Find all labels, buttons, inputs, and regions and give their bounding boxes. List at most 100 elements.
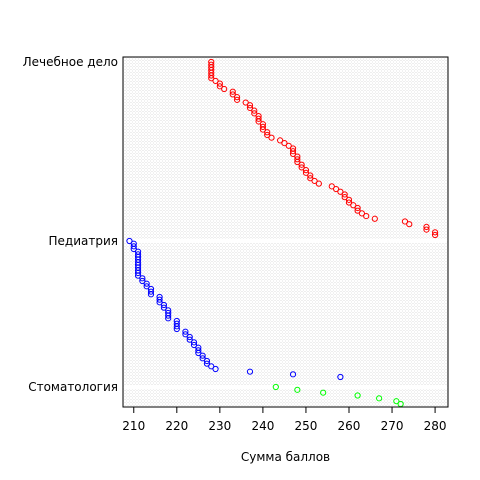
data-point	[165, 312, 172, 319]
x-axis-label: Сумма баллов	[241, 450, 330, 464]
data-point	[406, 221, 413, 228]
data-point	[165, 315, 172, 322]
data-point	[332, 185, 340, 193]
x-axis: 210 220 230 240 250 260 270 280	[122, 407, 447, 433]
data-point	[281, 139, 288, 147]
data-point	[182, 331, 189, 338]
data-point	[307, 175, 314, 182]
data-point	[259, 123, 267, 130]
data-point	[376, 395, 383, 402]
data-point	[126, 237, 133, 245]
data-point	[307, 172, 314, 179]
data-point	[302, 167, 310, 174]
data-point	[341, 191, 348, 198]
group-separators	[124, 239, 447, 389]
background-grid	[123, 57, 448, 407]
data-point	[130, 243, 137, 250]
data-point	[139, 277, 146, 285]
data-point	[173, 325, 180, 333]
data-point	[328, 183, 335, 190]
data-point	[186, 333, 193, 341]
x-tick-label: 210	[122, 419, 145, 433]
data-point	[268, 134, 275, 141]
data-point	[354, 392, 361, 399]
data-point	[298, 161, 305, 168]
data-point	[401, 218, 409, 225]
group-labels: Лечебное дело Педиатрия Стоматология	[23, 55, 118, 394]
data-point	[354, 204, 361, 212]
data-point	[285, 142, 292, 149]
data-point	[216, 83, 223, 90]
data-point	[203, 357, 211, 365]
x-tick-label: 240	[251, 419, 274, 433]
data-point	[186, 336, 193, 343]
data-point	[173, 323, 180, 330]
data-point	[242, 99, 249, 106]
data-point	[337, 373, 344, 381]
data-point	[246, 104, 254, 112]
data-point	[134, 269, 142, 277]
data-point	[147, 291, 155, 298]
data-point	[251, 110, 258, 117]
x-tick-label: 270	[381, 419, 404, 433]
data-point	[130, 245, 137, 253]
data-point	[311, 177, 318, 185]
data-point	[294, 158, 301, 166]
data-point	[229, 91, 236, 98]
data-point	[259, 126, 267, 133]
data-point	[246, 368, 254, 375]
data-point	[315, 180, 322, 187]
data-point	[358, 210, 366, 217]
x-tick-label: 230	[208, 419, 231, 433]
data-point	[320, 389, 327, 396]
data-point	[294, 156, 301, 163]
data-point	[147, 288, 155, 295]
data-point	[233, 96, 241, 103]
x-tick-label: 260	[338, 419, 361, 433]
data-point	[289, 148, 297, 155]
data-points	[126, 58, 439, 408]
data-point	[160, 301, 167, 309]
data-point	[156, 296, 163, 303]
x-tick-label: 220	[165, 419, 188, 433]
data-point	[160, 304, 167, 311]
data-point	[345, 196, 353, 203]
group-separator	[124, 385, 447, 389]
data-point	[139, 275, 146, 282]
data-point	[233, 94, 241, 101]
group-label: Лечебное дело	[23, 55, 118, 69]
data-point	[294, 386, 301, 393]
data-point	[190, 339, 198, 346]
data-point	[423, 223, 430, 230]
data-point	[195, 349, 202, 357]
group-label: Педиатрия	[49, 234, 118, 248]
data-point	[393, 398, 400, 405]
group-separator	[124, 239, 447, 243]
data-point	[264, 131, 271, 139]
data-point	[203, 360, 211, 367]
data-point	[156, 299, 163, 306]
data-point	[216, 80, 223, 87]
data-point	[143, 280, 150, 287]
data-point	[345, 199, 353, 206]
data-point	[431, 231, 439, 239]
plot-frame	[122, 56, 449, 408]
data-point	[289, 371, 297, 378]
data-point	[208, 75, 215, 82]
data-point	[251, 107, 258, 114]
data-point	[277, 137, 284, 144]
data-point	[298, 164, 305, 171]
data-point	[289, 150, 297, 158]
data-point	[199, 355, 206, 362]
data-point	[190, 341, 198, 349]
data-point	[208, 363, 215, 370]
data-point	[431, 229, 439, 236]
data-point	[212, 365, 219, 373]
data-point	[363, 212, 370, 220]
data-point	[221, 85, 228, 93]
data-point	[246, 102, 254, 109]
x-tick-label: 250	[294, 419, 317, 433]
data-point	[341, 194, 348, 201]
data-point	[255, 115, 262, 122]
data-point	[208, 72, 215, 79]
